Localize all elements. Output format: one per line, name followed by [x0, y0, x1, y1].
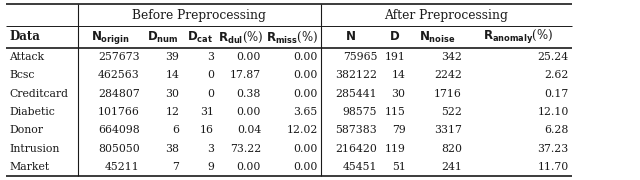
Text: Creditcard: Creditcard: [9, 89, 68, 99]
Text: 257673: 257673: [99, 52, 140, 62]
Text: 16: 16: [200, 125, 214, 135]
Text: 75965: 75965: [343, 52, 378, 62]
Text: Diabetic: Diabetic: [9, 107, 55, 117]
Text: 0: 0: [207, 70, 214, 80]
Text: 805050: 805050: [98, 144, 140, 154]
Text: 522: 522: [441, 107, 462, 117]
Text: 11.70: 11.70: [538, 162, 569, 172]
Text: 14: 14: [392, 70, 406, 80]
Text: 25.24: 25.24: [538, 52, 569, 62]
Text: 0.00: 0.00: [237, 107, 261, 117]
Text: 0.00: 0.00: [293, 144, 317, 154]
Text: $\mathbf{R}_{\mathbf{anomaly}}$(%): $\mathbf{R}_{\mathbf{anomaly}}$(%): [483, 28, 554, 46]
Text: 0.00: 0.00: [293, 70, 317, 80]
Text: 3.65: 3.65: [293, 107, 317, 117]
Text: 30: 30: [166, 89, 179, 99]
Text: 38: 38: [166, 144, 179, 154]
Text: 39: 39: [166, 52, 179, 62]
Text: 6: 6: [172, 125, 179, 135]
Text: 79: 79: [392, 125, 406, 135]
Text: 3317: 3317: [434, 125, 462, 135]
Text: 191: 191: [385, 52, 406, 62]
Text: $\mathbf{R}_{\mathbf{miss}}$(%): $\mathbf{R}_{\mathbf{miss}}$(%): [266, 29, 319, 45]
Text: 462563: 462563: [98, 70, 140, 80]
Text: 0.00: 0.00: [237, 162, 261, 172]
Text: 0: 0: [207, 89, 214, 99]
Text: 342: 342: [441, 52, 462, 62]
Text: 45211: 45211: [105, 162, 140, 172]
Text: Intrusion: Intrusion: [9, 144, 60, 154]
Text: Bcsc: Bcsc: [9, 70, 35, 80]
Text: 0.00: 0.00: [293, 162, 317, 172]
Text: 6.28: 6.28: [545, 125, 569, 135]
Text: 1716: 1716: [434, 89, 462, 99]
Text: 241: 241: [441, 162, 462, 172]
Text: 382122: 382122: [335, 70, 378, 80]
Text: 0.38: 0.38: [237, 89, 261, 99]
Text: 0.17: 0.17: [545, 89, 569, 99]
Text: 216420: 216420: [335, 144, 378, 154]
Text: 12.10: 12.10: [538, 107, 569, 117]
Text: Donor: Donor: [9, 125, 43, 135]
Text: 0.00: 0.00: [293, 52, 317, 62]
Text: Market: Market: [9, 162, 49, 172]
Text: $\mathbf{N}$: $\mathbf{N}$: [345, 30, 356, 44]
Text: 37.23: 37.23: [538, 144, 569, 154]
Text: 285441: 285441: [335, 89, 378, 99]
Text: 51: 51: [392, 162, 406, 172]
Text: 12: 12: [166, 107, 179, 117]
Text: 9: 9: [207, 162, 214, 172]
Text: 119: 119: [385, 144, 406, 154]
Text: 12.02: 12.02: [286, 125, 317, 135]
Text: 115: 115: [385, 107, 406, 117]
Text: 0.00: 0.00: [237, 52, 261, 62]
Text: 45451: 45451: [343, 162, 378, 172]
Text: 284807: 284807: [98, 89, 140, 99]
Text: 17.87: 17.87: [230, 70, 261, 80]
Text: 2.62: 2.62: [545, 70, 569, 80]
Text: 0.04: 0.04: [237, 125, 261, 135]
Text: Data: Data: [9, 30, 40, 44]
Text: Before Preprocessing: Before Preprocessing: [132, 8, 266, 21]
Text: 73.22: 73.22: [230, 144, 261, 154]
Text: After Preprocessing: After Preprocessing: [384, 8, 508, 21]
Text: $\mathbf{R}_{\mathbf{dul}}$(%): $\mathbf{R}_{\mathbf{dul}}$(%): [218, 29, 263, 45]
Text: 820: 820: [441, 144, 462, 154]
Text: 101766: 101766: [98, 107, 140, 117]
Text: 3: 3: [207, 144, 214, 154]
Text: 664098: 664098: [98, 125, 140, 135]
Text: 7: 7: [173, 162, 179, 172]
Text: 2242: 2242: [434, 70, 462, 80]
Text: $\mathbf{N}_{\mathbf{noise}}$: $\mathbf{N}_{\mathbf{noise}}$: [419, 30, 455, 45]
Text: 3: 3: [207, 52, 214, 62]
Text: $\mathbf{D}_{\mathbf{num}}$: $\mathbf{D}_{\mathbf{num}}$: [147, 30, 179, 45]
Text: 0.00: 0.00: [293, 89, 317, 99]
Text: $\mathbf{D}_{\mathbf{cat}}$: $\mathbf{D}_{\mathbf{cat}}$: [187, 30, 212, 45]
Text: 30: 30: [392, 89, 406, 99]
Text: 98575: 98575: [343, 107, 378, 117]
Text: 587383: 587383: [335, 125, 378, 135]
Text: Attack: Attack: [9, 52, 44, 62]
Text: 14: 14: [166, 70, 179, 80]
Text: 31: 31: [200, 107, 214, 117]
Text: $\mathbf{D}$: $\mathbf{D}$: [389, 30, 400, 44]
Text: $\mathbf{N}_{\mathbf{origin}}$: $\mathbf{N}_{\mathbf{origin}}$: [92, 28, 130, 46]
